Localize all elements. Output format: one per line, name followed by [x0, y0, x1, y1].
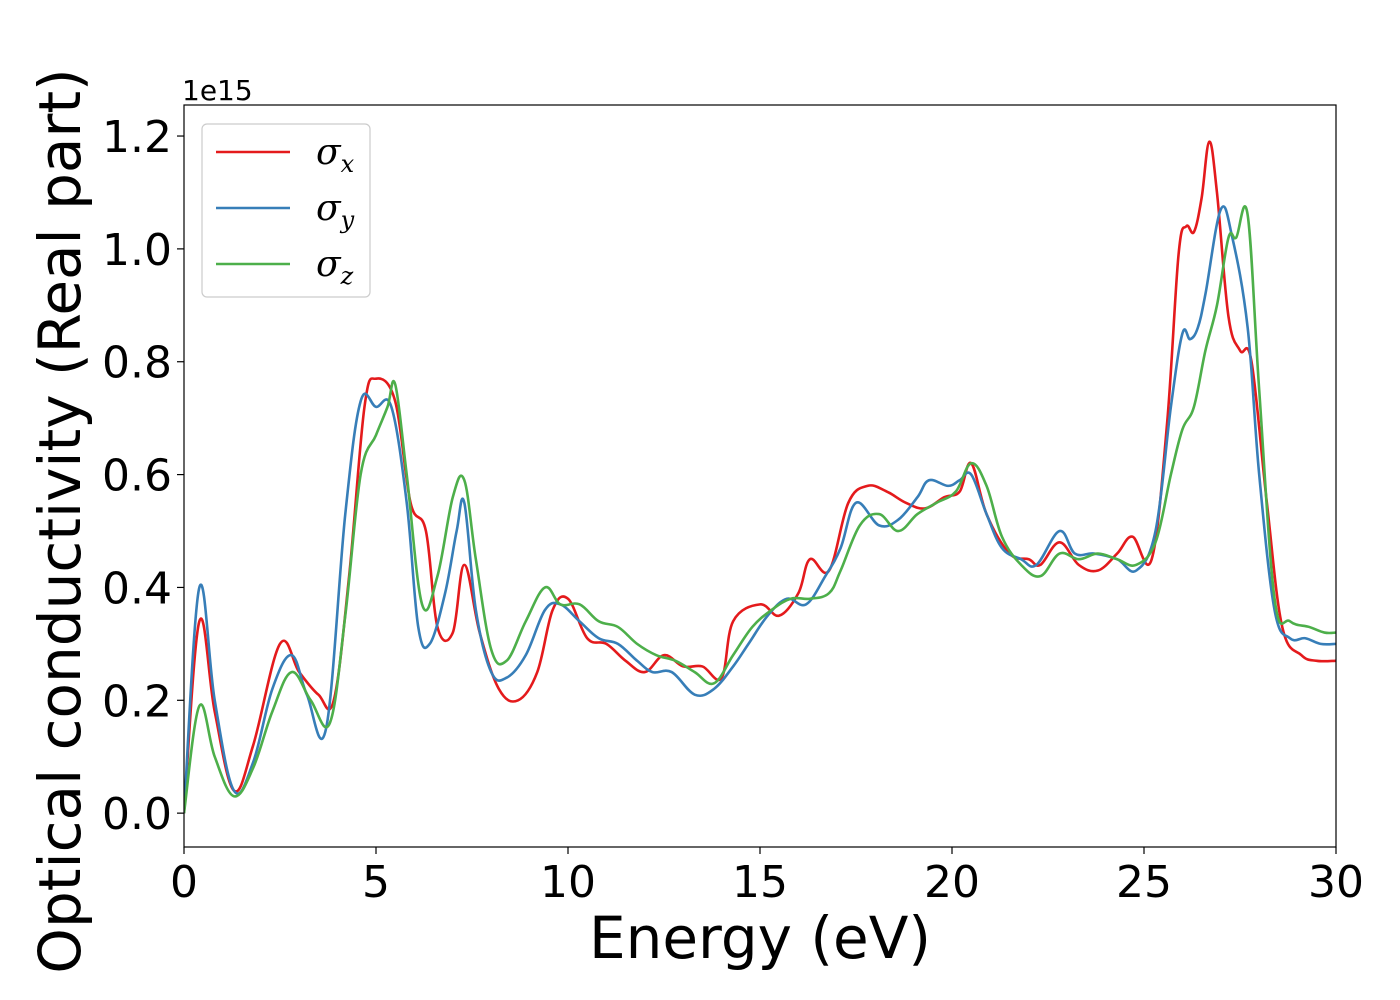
- legend-box: [201, 123, 371, 298]
- x-axis-title: Energy (eV): [589, 904, 931, 972]
- y-tick-label: 1.0: [102, 225, 172, 276]
- x-tick-label: 0: [170, 857, 198, 908]
- y-tick-label: 0.4: [102, 563, 172, 614]
- series-line-y: [184, 205, 1336, 814]
- y-axis-ticks: 0.0 0.2 0.4 0.6 0.8 1.0 1.2: [102, 112, 184, 840]
- y-tick-label: 0.8: [102, 338, 172, 389]
- x-tick-label: 15: [732, 857, 788, 908]
- x-tick-label: 20: [924, 857, 980, 908]
- x-axis-ticks: 0 5 10 15 20 25 30: [170, 847, 1364, 908]
- y-tick-label: 0.6: [102, 451, 172, 502]
- x-tick-label: 10: [540, 857, 596, 908]
- y-tick-label: 0.0: [102, 789, 172, 840]
- x-tick-label: 25: [1116, 857, 1172, 908]
- y-tick-label: 1.2: [102, 112, 172, 163]
- y-axis-offset-label: 1e15: [182, 74, 253, 107]
- y-axis-title: Optical conductivity (Real part): [26, 68, 94, 973]
- x-tick-label: 5: [362, 857, 390, 908]
- y-tick-label: 0.2: [102, 676, 172, 727]
- series-line-z: [184, 205, 1336, 814]
- legend-label-z: σz: [316, 244, 354, 290]
- series-line-x: [184, 140, 1336, 814]
- plot-lines: [184, 140, 1336, 814]
- x-tick-label: 30: [1308, 857, 1364, 908]
